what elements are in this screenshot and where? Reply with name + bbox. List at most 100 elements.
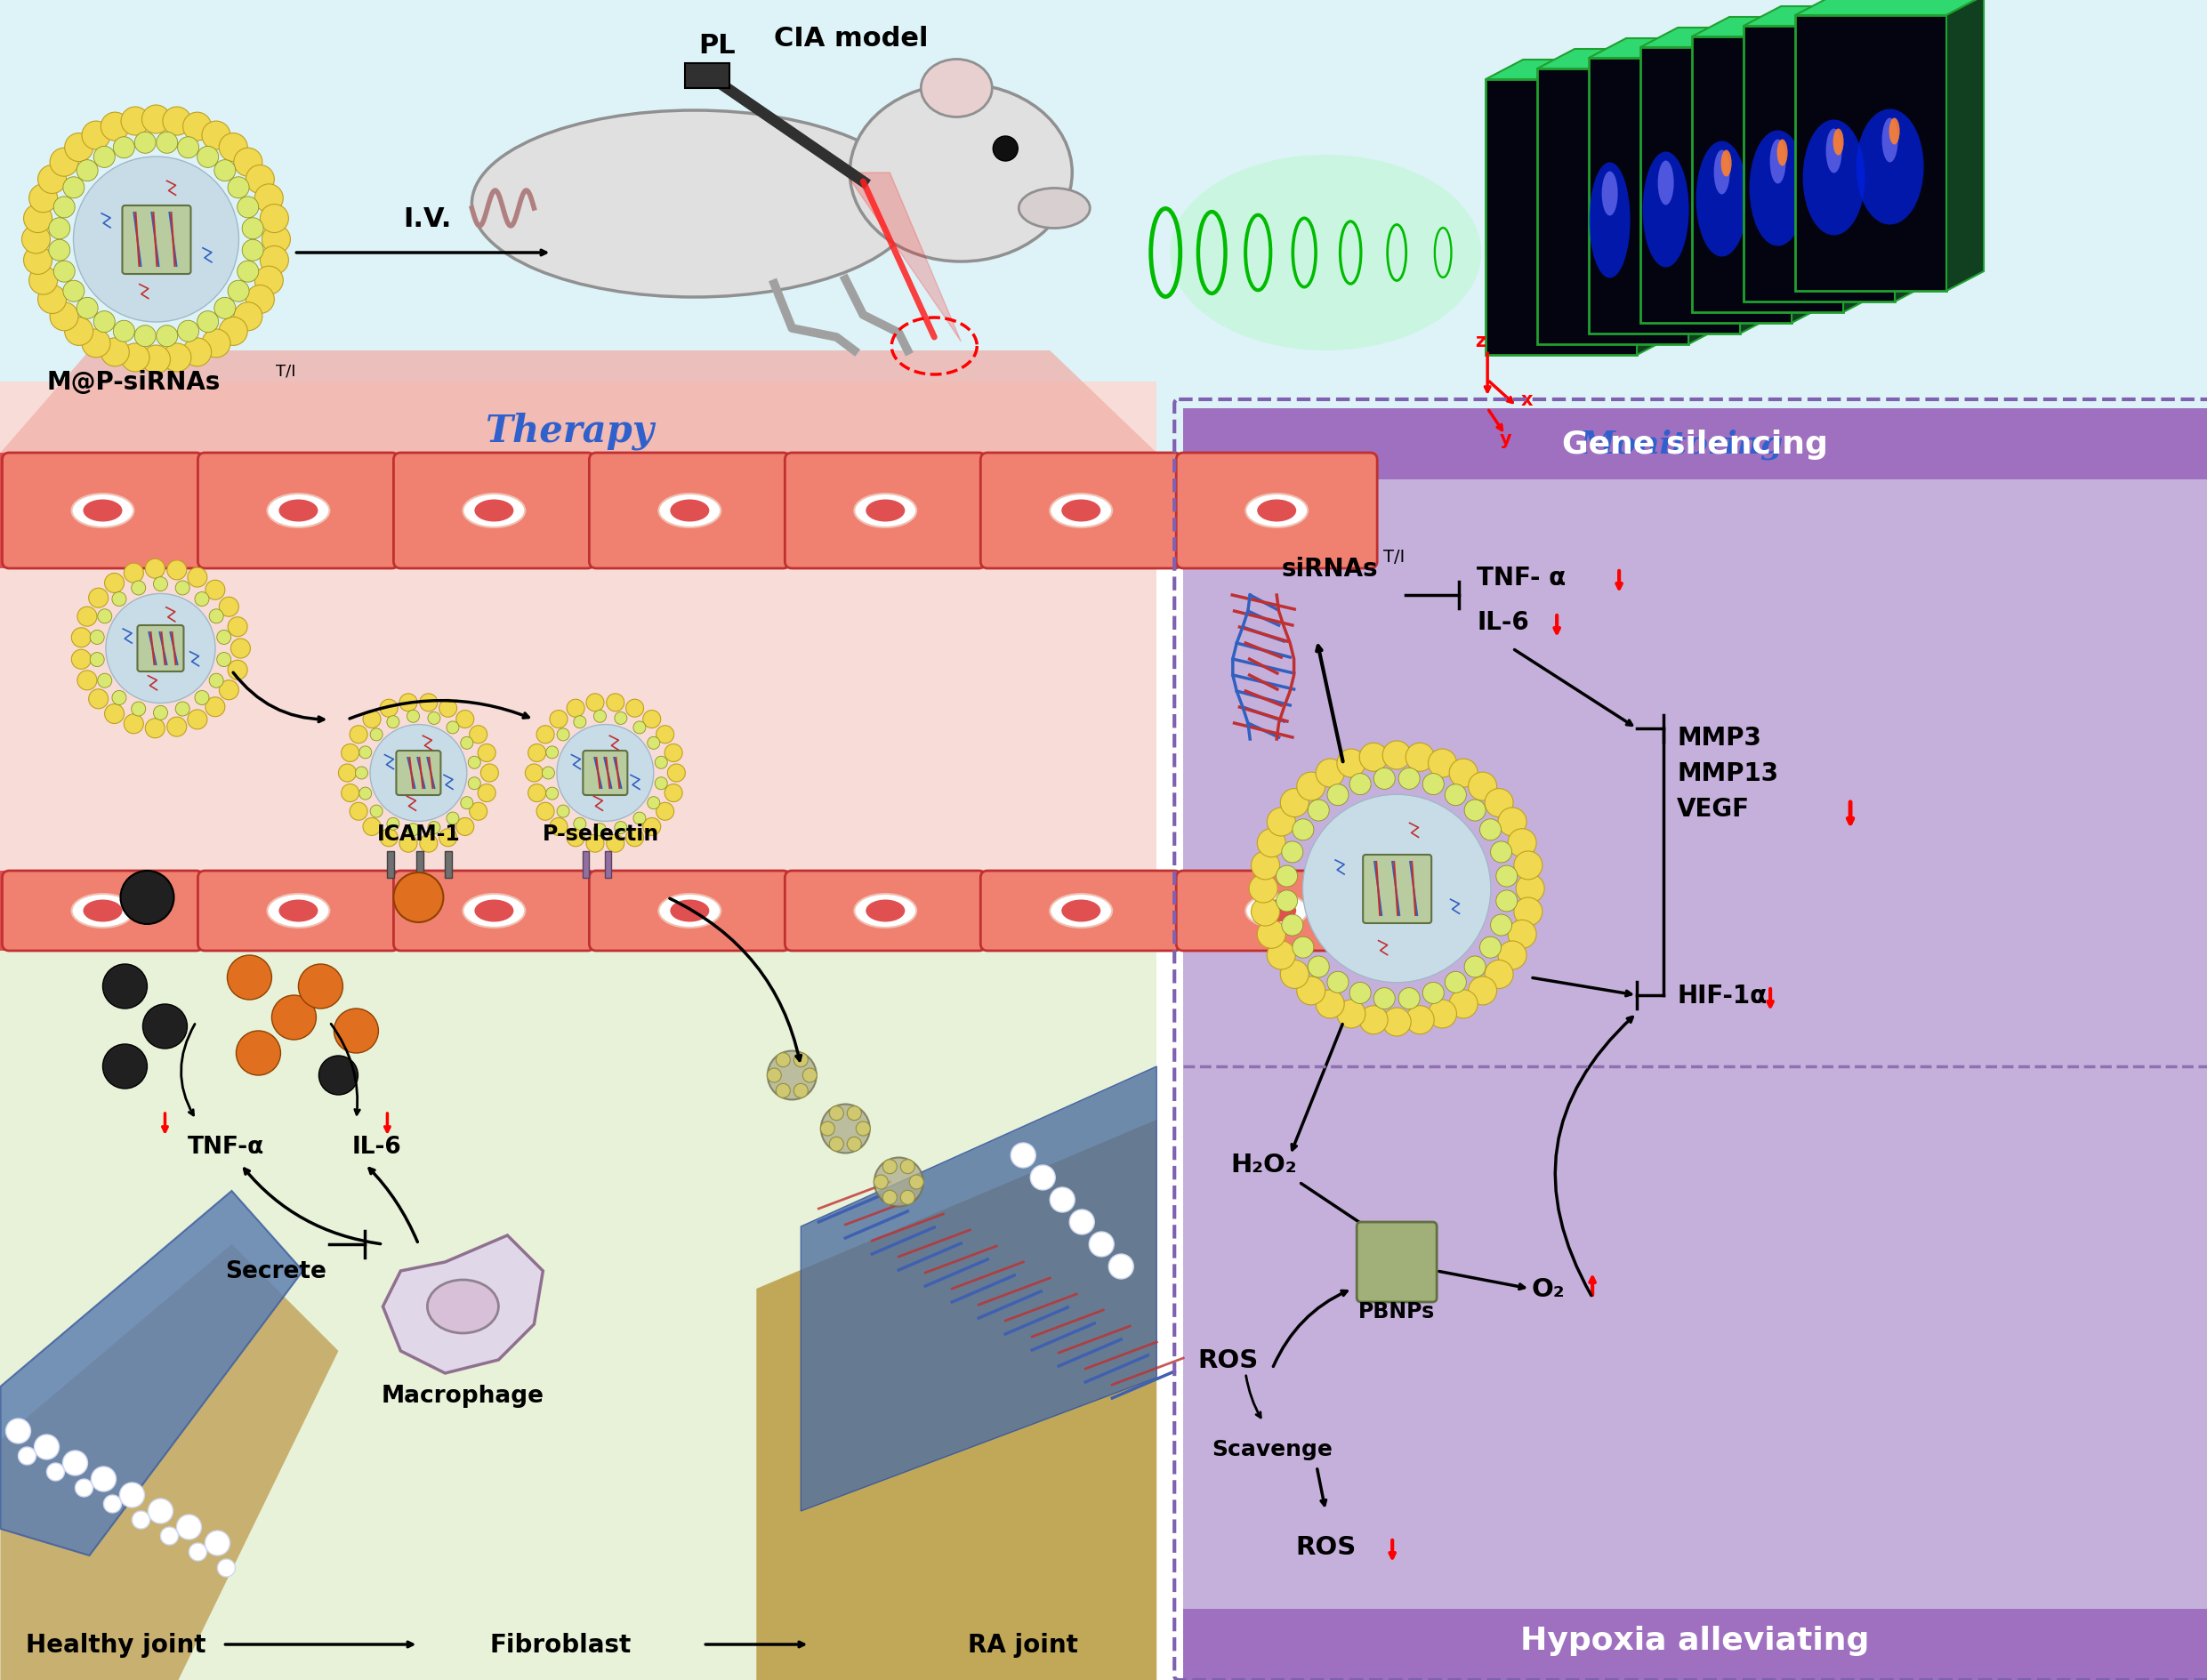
Circle shape — [1326, 971, 1348, 993]
Circle shape — [243, 218, 263, 240]
Circle shape — [88, 588, 108, 608]
Circle shape — [777, 1084, 790, 1099]
Circle shape — [154, 706, 168, 721]
Circle shape — [457, 818, 475, 837]
Ellipse shape — [73, 158, 238, 323]
Circle shape — [594, 823, 607, 837]
Circle shape — [1507, 828, 1536, 857]
Ellipse shape — [671, 501, 708, 522]
Circle shape — [1258, 921, 1287, 949]
Circle shape — [132, 702, 146, 716]
Circle shape — [260, 247, 289, 276]
Circle shape — [536, 803, 554, 820]
Circle shape — [141, 106, 170, 134]
Text: Gene silencing: Gene silencing — [1563, 430, 1827, 460]
Circle shape — [667, 764, 684, 783]
Circle shape — [196, 146, 218, 168]
FancyBboxPatch shape — [393, 454, 594, 570]
Circle shape — [830, 1137, 843, 1151]
Circle shape — [362, 711, 382, 729]
Circle shape — [298, 964, 342, 1010]
Circle shape — [1468, 773, 1496, 801]
Polygon shape — [1485, 60, 1675, 81]
Text: I.V.: I.V. — [404, 207, 452, 232]
Polygon shape — [1693, 18, 1880, 37]
Circle shape — [234, 148, 263, 176]
Ellipse shape — [1695, 141, 1748, 257]
Circle shape — [177, 321, 199, 343]
Polygon shape — [1947, 0, 1984, 292]
Circle shape — [543, 768, 554, 780]
Circle shape — [227, 618, 247, 637]
Text: T/I: T/I — [276, 363, 296, 380]
Circle shape — [1276, 890, 1298, 912]
Ellipse shape — [1803, 121, 1865, 235]
Circle shape — [342, 744, 360, 763]
Text: ICAM-1: ICAM-1 — [377, 823, 459, 845]
Ellipse shape — [854, 894, 916, 927]
Bar — [1794, 17, 1947, 292]
Circle shape — [607, 694, 625, 712]
Circle shape — [574, 818, 587, 830]
Circle shape — [113, 138, 135, 160]
Circle shape — [1337, 749, 1366, 778]
Polygon shape — [1739, 39, 1777, 334]
Circle shape — [1373, 988, 1395, 1010]
Circle shape — [1251, 852, 1280, 880]
Circle shape — [146, 719, 166, 739]
Text: MMP3: MMP3 — [1677, 726, 1761, 751]
Bar — [0, 0, 2207, 454]
Ellipse shape — [472, 111, 916, 297]
Circle shape — [62, 1450, 88, 1475]
Circle shape — [254, 185, 282, 213]
Circle shape — [1282, 914, 1302, 936]
Ellipse shape — [556, 726, 653, 822]
Circle shape — [1108, 1255, 1134, 1278]
Circle shape — [1496, 865, 1518, 887]
Circle shape — [210, 674, 223, 689]
Text: HIF-1α: HIF-1α — [1677, 983, 1768, 1008]
FancyBboxPatch shape — [2, 872, 203, 951]
Ellipse shape — [920, 60, 993, 118]
Ellipse shape — [267, 494, 329, 528]
FancyBboxPatch shape — [137, 625, 183, 672]
Polygon shape — [1640, 29, 1830, 49]
Polygon shape — [0, 351, 1156, 570]
Ellipse shape — [463, 894, 525, 927]
FancyBboxPatch shape — [980, 454, 1181, 570]
Circle shape — [1293, 937, 1313, 958]
Circle shape — [174, 581, 190, 595]
Circle shape — [201, 329, 230, 358]
Circle shape — [536, 726, 554, 744]
Circle shape — [218, 134, 247, 163]
Circle shape — [594, 711, 607, 722]
Circle shape — [218, 1559, 236, 1578]
Circle shape — [154, 578, 168, 591]
Polygon shape — [1638, 60, 1675, 356]
Circle shape — [993, 136, 1017, 161]
Circle shape — [35, 1435, 60, 1460]
Bar — [605, 852, 611, 879]
Ellipse shape — [278, 501, 318, 522]
Circle shape — [77, 297, 97, 319]
Ellipse shape — [475, 900, 514, 922]
Circle shape — [380, 830, 397, 847]
Circle shape — [900, 1191, 914, 1205]
Text: Secrete: Secrete — [225, 1260, 327, 1282]
Bar — [446, 852, 452, 879]
Bar — [1538, 69, 1688, 344]
Polygon shape — [1792, 29, 1830, 324]
Circle shape — [1424, 983, 1443, 1005]
Ellipse shape — [1750, 131, 1805, 247]
Circle shape — [104, 964, 148, 1010]
Circle shape — [29, 185, 57, 213]
Ellipse shape — [1258, 900, 1296, 922]
Circle shape — [406, 823, 419, 837]
Circle shape — [1399, 768, 1419, 790]
Text: M@P-siRNAs: M@P-siRNAs — [46, 370, 221, 395]
Circle shape — [168, 717, 188, 738]
Polygon shape — [1538, 50, 1726, 69]
Circle shape — [386, 818, 399, 830]
FancyBboxPatch shape — [2, 454, 203, 570]
Circle shape — [338, 764, 355, 783]
